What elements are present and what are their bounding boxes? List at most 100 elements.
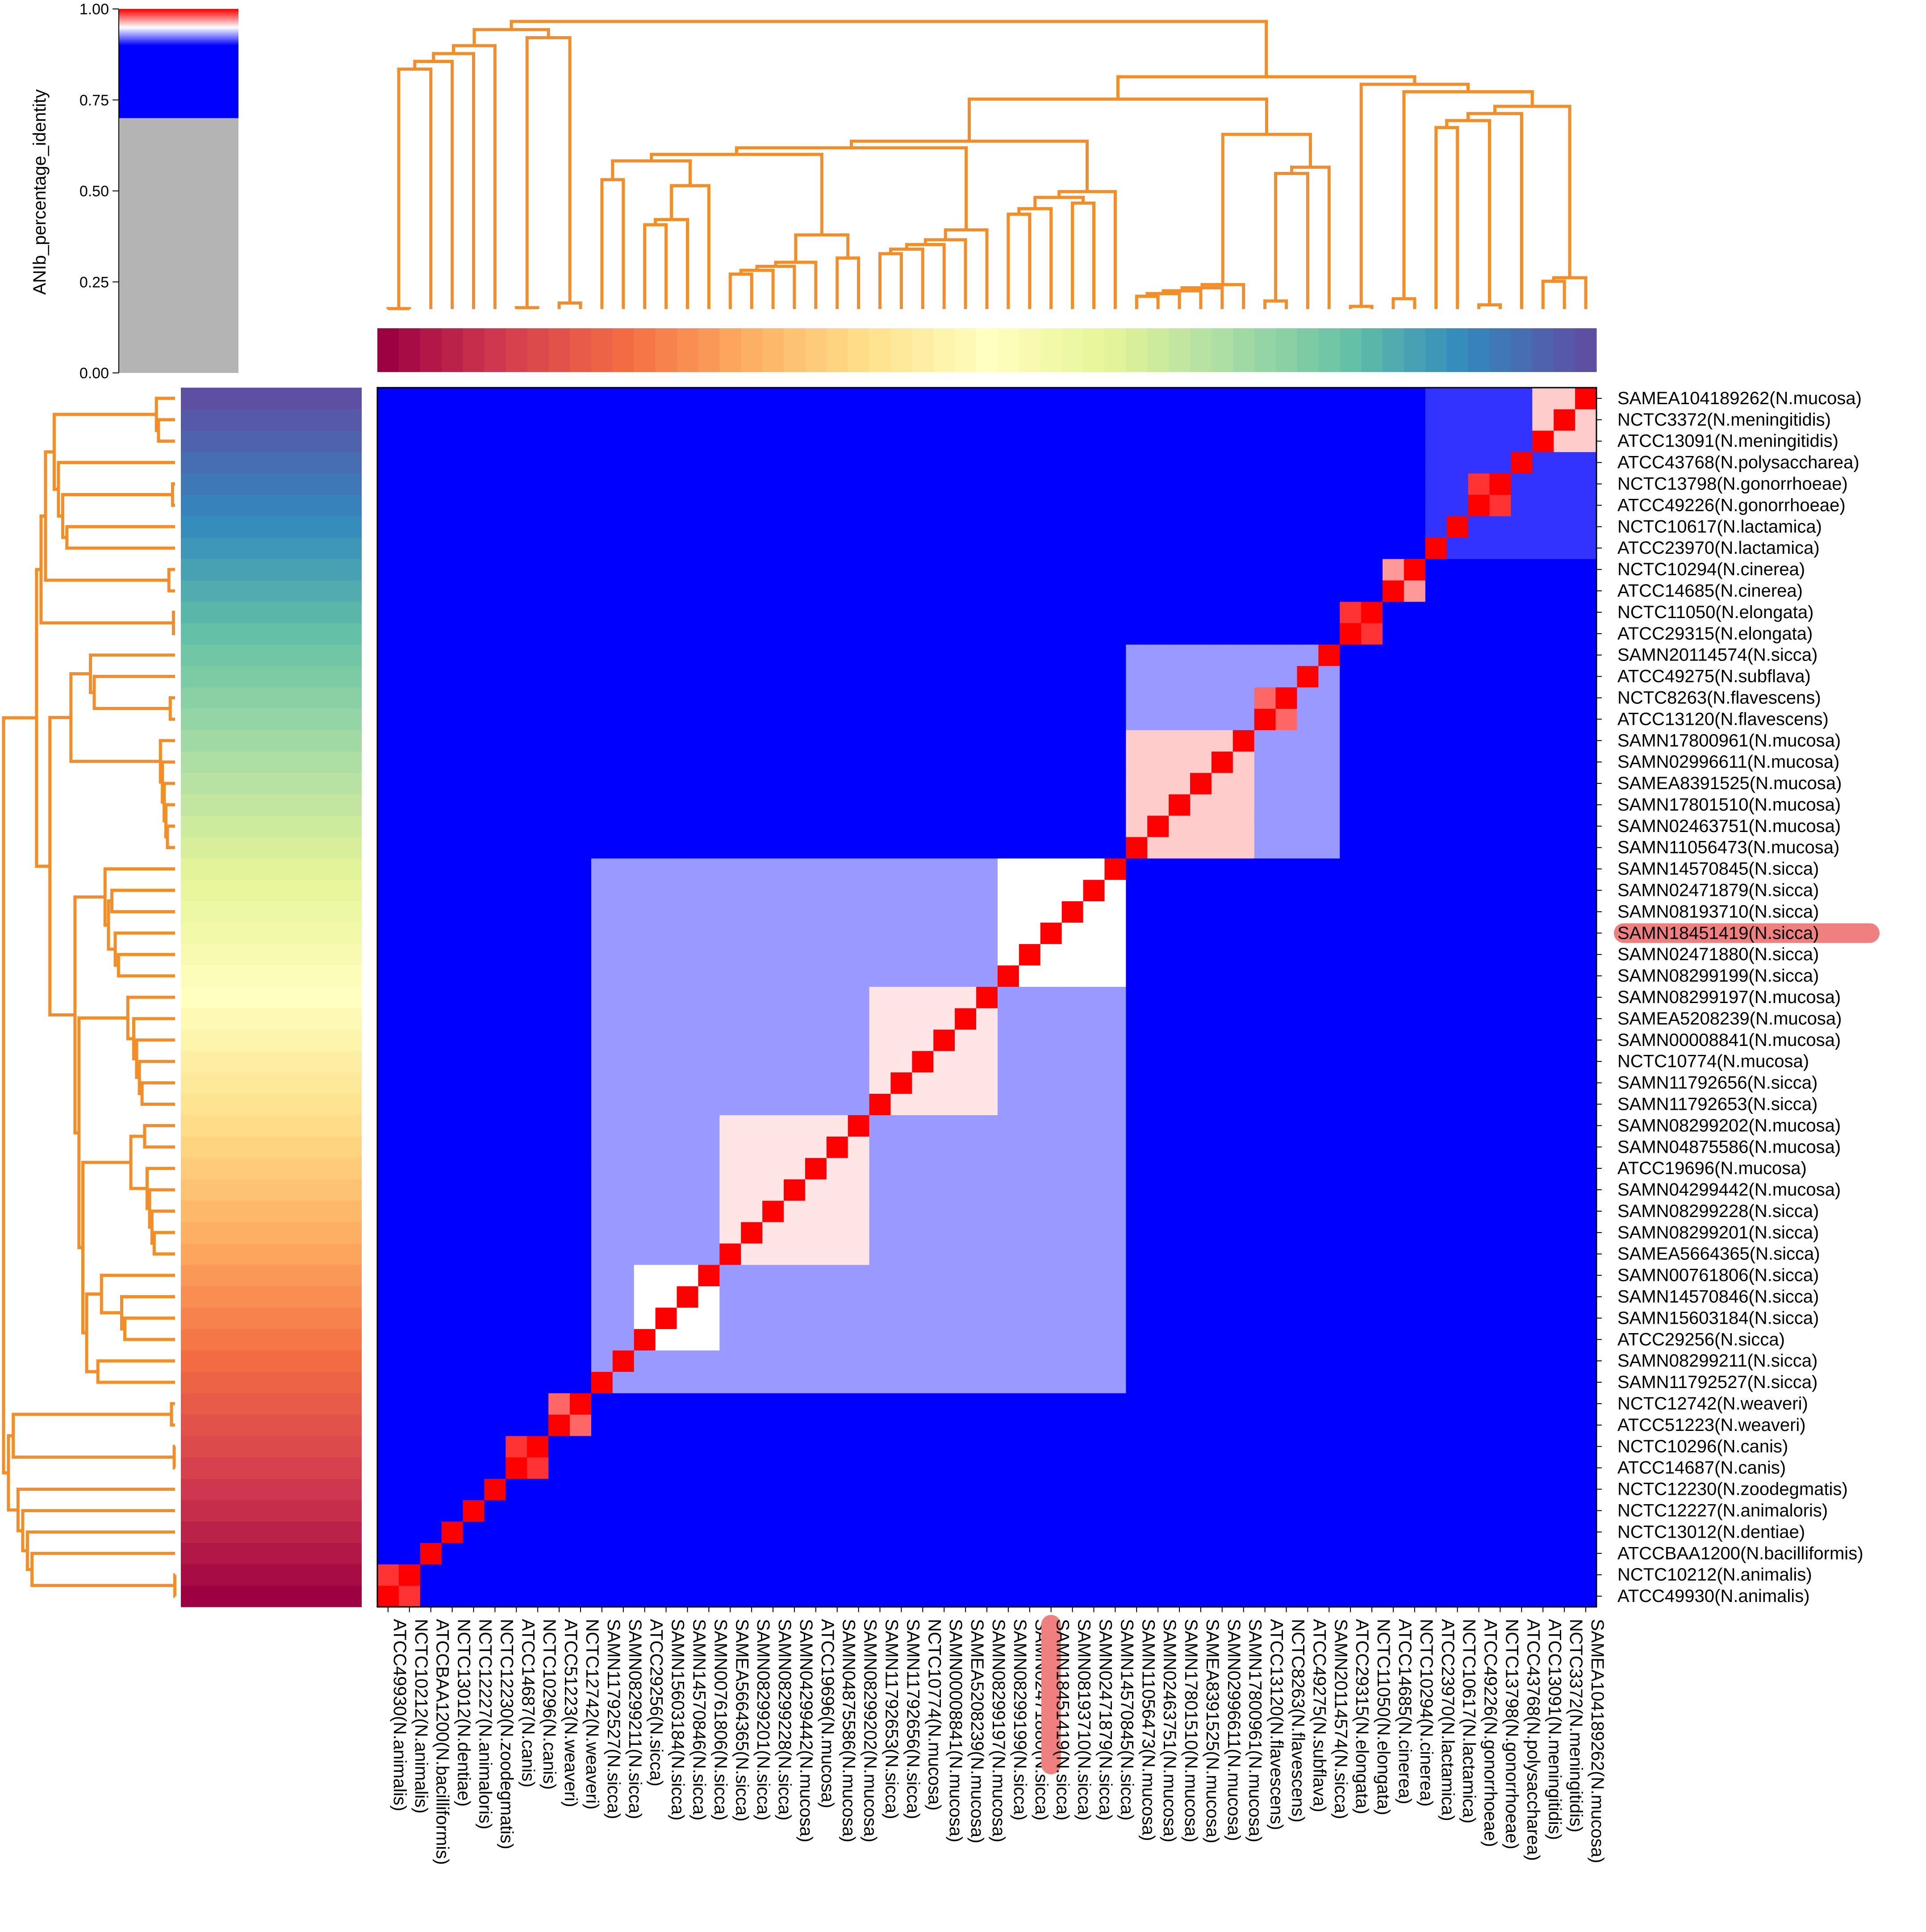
heatmap-cell — [698, 1521, 720, 1543]
column-color-cell — [1275, 328, 1298, 372]
heatmap-cell — [1554, 1372, 1575, 1393]
heatmap-cell — [1554, 836, 1575, 859]
heatmap-cell — [1104, 601, 1126, 623]
heatmap-cell — [784, 494, 806, 516]
heatmap-cell — [677, 1521, 699, 1543]
heatmap-cell — [805, 1414, 827, 1436]
heatmap-cell — [869, 901, 891, 923]
heatmap-cell — [826, 858, 848, 880]
heatmap-cell — [912, 1585, 934, 1607]
heatmap-cell — [484, 1564, 506, 1586]
heatmap-cell — [933, 1179, 955, 1201]
heatmap-cell — [527, 1136, 549, 1158]
heatmap-cell — [1232, 1350, 1255, 1372]
heatmap-cell — [1446, 794, 1469, 816]
heatmap-cell — [398, 473, 421, 495]
heatmap-cell — [634, 687, 656, 709]
heatmap-cell — [1575, 1543, 1597, 1564]
heatmap-cell — [762, 1543, 784, 1564]
heatmap-cell — [420, 1393, 442, 1415]
heatmap-cell — [1468, 1008, 1490, 1030]
heatmap-cell — [997, 452, 1019, 474]
heatmap-cell — [741, 836, 763, 859]
heatmap-cell — [655, 1200, 677, 1222]
column-label: SAMN04875586(N.mucosa) — [839, 1619, 859, 1842]
row-color-cell — [181, 944, 362, 966]
heatmap-cell — [719, 901, 741, 923]
heatmap-cell — [1532, 836, 1554, 859]
dendrogram-link — [1274, 171, 1309, 309]
heatmap-cell — [997, 708, 1019, 730]
heatmap-cell — [1019, 537, 1041, 559]
heatmap-cell — [548, 1478, 570, 1501]
heatmap-cell — [762, 687, 784, 709]
column-label: NCTC12742(N.weaveri) — [582, 1619, 602, 1810]
heatmap-cell — [1147, 987, 1169, 1008]
heatmap-cell — [869, 836, 891, 859]
heatmap-cell — [398, 623, 421, 645]
heatmap-cell — [1575, 1307, 1597, 1329]
heatmap-cell — [634, 644, 656, 666]
dendrogram-link — [1221, 133, 1312, 285]
heatmap-cell — [1254, 494, 1276, 516]
heatmap-cell — [1040, 1200, 1062, 1222]
heatmap-cell — [591, 858, 613, 880]
heatmap-cell — [1147, 1093, 1169, 1116]
heatmap-cell — [1061, 794, 1084, 816]
heatmap-cell — [1318, 1093, 1340, 1116]
heatmap-cell — [955, 494, 977, 516]
heatmap-cell — [506, 1050, 527, 1073]
heatmap-cell — [420, 858, 442, 880]
heatmap-cell — [1254, 965, 1276, 987]
heatmap-cell — [548, 815, 570, 837]
heatmap-cell — [869, 644, 891, 666]
heatmap-cell — [912, 452, 934, 474]
heatmap-cell — [441, 580, 464, 602]
heatmap-cell — [1340, 1585, 1362, 1607]
row-color-cell — [181, 730, 362, 752]
heatmap-cell — [548, 516, 570, 538]
heatmap-cell — [1169, 537, 1191, 559]
heatmap-cell — [826, 1179, 848, 1201]
heatmap-cell — [1446, 1029, 1469, 1051]
heatmap-cell — [1425, 1414, 1447, 1436]
heatmap-cell — [1190, 388, 1212, 410]
heatmap-cell — [377, 1393, 399, 1415]
heatmap-cell — [762, 815, 784, 837]
dendrogram-link — [670, 184, 710, 309]
heatmap-cell — [1318, 1179, 1340, 1201]
heatmap-cell — [612, 1414, 635, 1436]
heatmap-cell — [398, 644, 421, 666]
heatmap-cell — [826, 836, 848, 859]
heatmap-cell — [1169, 987, 1191, 1008]
heatmap-cell — [997, 836, 1019, 859]
heatmap-cell — [1254, 815, 1276, 837]
heatmap-cell — [848, 1243, 870, 1265]
heatmap-cell — [655, 516, 677, 538]
heatmap-cell — [1383, 1029, 1404, 1051]
heatmap-cell — [1318, 858, 1340, 880]
heatmap-cell — [1297, 1179, 1319, 1201]
row-color-cell — [181, 1029, 362, 1051]
heatmap-cell — [420, 687, 442, 709]
heatmap-cell — [1040, 1393, 1062, 1415]
heatmap-cell — [591, 430, 613, 452]
heatmap-cell — [1083, 494, 1105, 516]
heatmap-cell — [1361, 1307, 1383, 1329]
heatmap-cell — [506, 1585, 527, 1607]
heatmap-cell — [1318, 559, 1340, 581]
heatmap-cell — [612, 1072, 635, 1094]
heatmap-cell — [826, 922, 848, 944]
heatmap-cell — [1254, 1393, 1276, 1415]
heatmap-cell — [933, 452, 955, 474]
heatmap-cell — [912, 773, 934, 795]
heatmap-cell — [805, 1457, 827, 1479]
heatmap-cell — [869, 730, 891, 752]
heatmap-cell — [1211, 1050, 1233, 1073]
heatmap-cell — [1575, 1136, 1597, 1158]
heatmap-cell — [1425, 665, 1447, 688]
heatmap-cell — [805, 1008, 827, 1030]
heatmap-cell — [848, 623, 870, 645]
column-color-cell — [1425, 328, 1447, 372]
heatmap-cell — [826, 708, 848, 730]
